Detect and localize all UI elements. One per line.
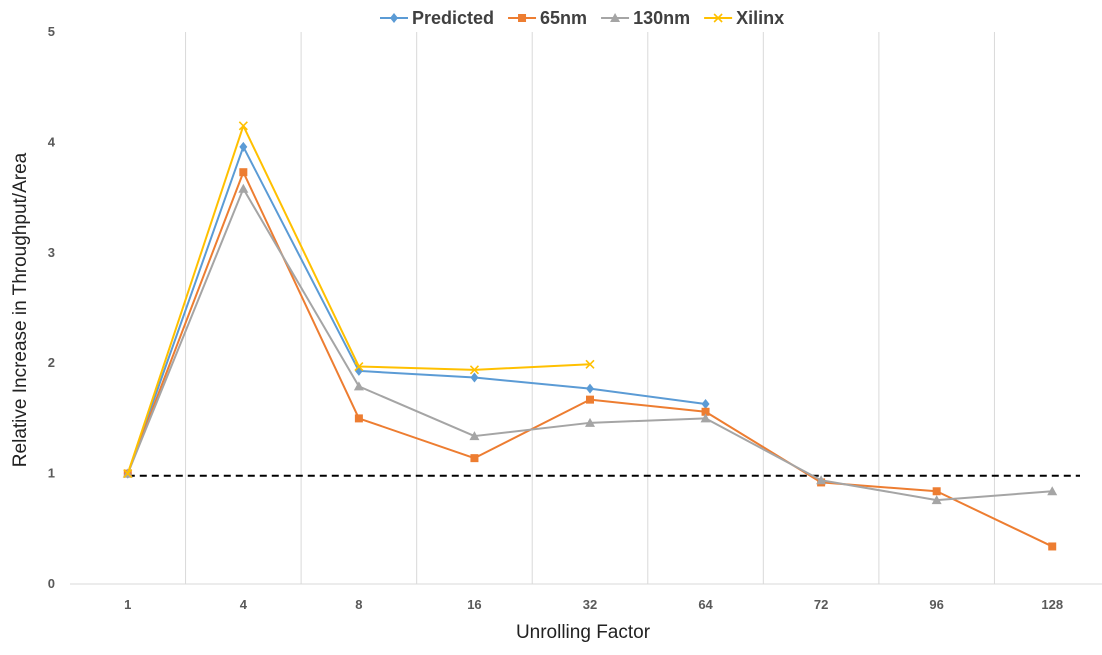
data-point-xilinx [238,121,248,131]
x-tick-labels: 1 4 8 16 32 64 72 96 128 [124,597,1063,612]
data-point-65nm [239,168,248,177]
data-point-65nm [1048,542,1057,551]
x-axis-label: Unrolling Factor [516,622,651,643]
y-tick-label: 3 [48,245,55,260]
legend-label: 130nm [633,8,690,28]
y-tick-label: 2 [48,355,55,370]
legend: Predicted 65nm 130nm Xilinx [380,8,784,28]
series-130nm [122,183,1058,505]
x-tick-label: 16 [467,597,481,612]
legend-item-xilinx: Xilinx [704,8,784,28]
legend-item-predicted: Predicted [380,8,494,28]
data-point-xilinx [354,361,364,372]
gridlines [185,32,995,584]
data-point-130nm [700,413,711,423]
data-point-130nm [238,183,249,193]
x-tick-label: 72 [814,597,828,612]
data-point-predicted [701,399,710,410]
data-point-65nm [470,454,479,463]
data-point-xilinx [469,365,480,375]
data-point-predicted [586,383,594,394]
x-tick-label: 4 [240,597,248,612]
x-tick-label: 8 [355,597,362,612]
series-line-130nm [126,187,1053,502]
data-point-130nm [931,495,942,505]
series-xilinx [123,121,595,479]
x-tick-label: 64 [698,597,713,612]
data-point-predicted [470,372,479,383]
legend-marker [518,14,527,22]
data-point-xilinx [123,469,133,479]
data-point-130nm [353,381,364,391]
legend-label: Predicted [412,8,494,28]
legend-marker [610,13,621,22]
data-point-65nm [701,407,710,416]
data-point-130nm [585,417,595,427]
data-point-130nm [1047,486,1058,496]
x-tick-label: 96 [929,597,943,612]
y-tick-labels: 0 1 2 3 4 5 [48,24,56,591]
legend-item-130nm: 130nm [601,8,690,28]
x-tick-label: 32 [583,597,597,612]
y-tick-label: 1 [48,466,55,481]
data-point-65nm [586,395,594,404]
y-tick-label: 0 [48,576,55,591]
data-point-predicted [239,141,248,152]
legend-marker [390,13,398,23]
series-line-predicted [126,145,706,474]
y-tick-label: 4 [48,134,56,149]
y-axis-label: Relative Increase in Throughput/Area [10,152,31,467]
series-65nm [123,168,1057,551]
x-tick-label: 1 [124,597,131,612]
data-point-xilinx [585,359,595,369]
data-point-65nm [354,414,363,423]
legend-label: 65nm [540,8,587,28]
data-point-130nm [469,431,480,441]
x-tick-label: 128 [1041,597,1063,612]
legend-item-65nm: 65nm [508,8,587,28]
series-group [122,121,1058,551]
data-point-130nm [816,475,827,485]
y-tick-label: 5 [48,24,55,39]
legend-marker [713,13,723,23]
legend-label: Xilinx [736,8,784,28]
data-point-65nm [932,487,941,496]
